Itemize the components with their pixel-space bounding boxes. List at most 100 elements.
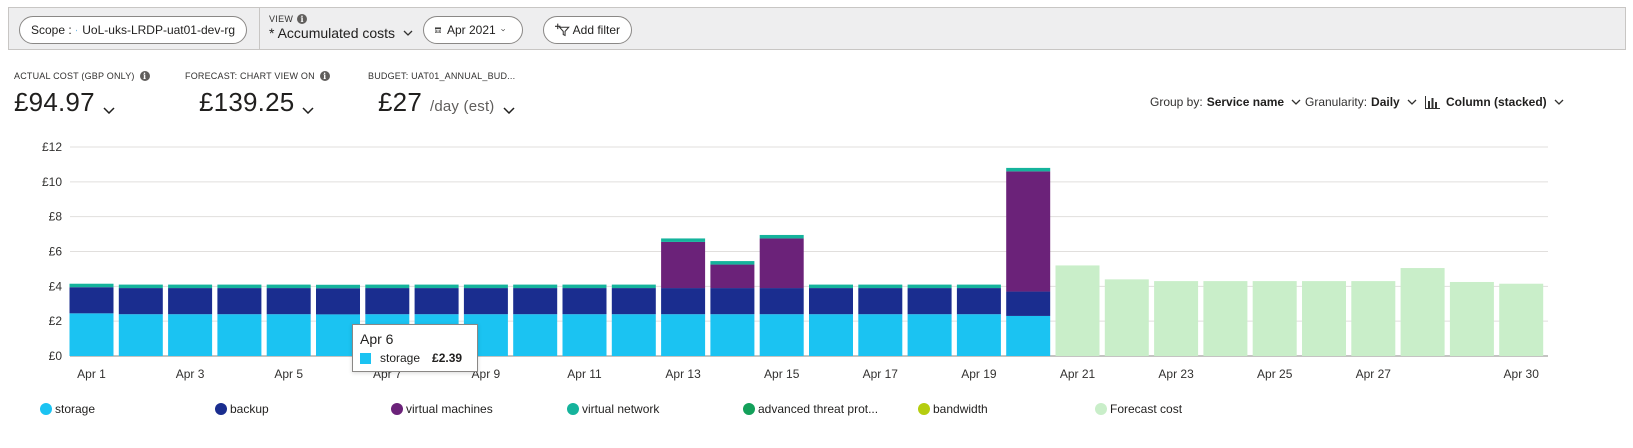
toolbar: Scope : UoL-uks-LRDP-uat01-dev-rg VIEW i… (8, 7, 1626, 50)
legend-item[interactable]: bandwidth (918, 402, 988, 416)
x-tick-label: Apr 27 (1356, 367, 1392, 381)
group-by-dropdown[interactable]: Group by: Service name (1150, 95, 1301, 109)
legend-label: bandwidth (933, 402, 988, 416)
bar-segment (168, 288, 213, 315)
legend-item[interactable]: Forecast cost (1095, 402, 1182, 416)
bar-segment (168, 314, 213, 356)
calendar-icon (435, 27, 441, 33)
forecast-label: FORECAST: CHART VIEW ON (185, 71, 315, 81)
add-filter-label: Add filter (572, 23, 620, 37)
actual-cost-value: £94.97 (14, 87, 95, 117)
bar-segment (316, 284, 360, 289)
bar-segment (562, 314, 607, 356)
budget-unit: /day (est) (429, 98, 495, 115)
y-tick-label: £12 (42, 140, 62, 154)
bar-segment (463, 284, 508, 289)
forecast-kpi[interactable]: FORECAST: CHART VIEW ON i £139.25 (185, 71, 330, 118)
scope-label: Scope : (31, 23, 72, 37)
bar-segment (907, 284, 952, 289)
bar-segment (858, 284, 903, 289)
bar-segment (1499, 283, 1544, 356)
chart-type-dropdown[interactable]: Column (stacked) (1425, 95, 1564, 109)
legend-label: Forecast cost (1110, 402, 1183, 416)
bar-segment (365, 288, 410, 315)
y-tick-label: £4 (49, 279, 63, 293)
x-tick-label: Apr 17 (863, 367, 899, 381)
forecast-value: £139.25 (199, 87, 295, 117)
actual-cost-kpi[interactable]: ACTUAL COST (GBP ONLY) i £94.97 (14, 71, 150, 118)
bar-segment (217, 288, 262, 315)
legend-label: virtual network (582, 402, 660, 416)
info-icon[interactable]: i (319, 71, 330, 81)
bar-segment (463, 288, 508, 315)
legend-label: storage (55, 402, 96, 416)
bar-segment (69, 287, 114, 314)
x-tick-label: Apr 9 (472, 367, 501, 381)
chevron-down-icon[interactable] (502, 107, 515, 114)
bar-segment (809, 314, 853, 356)
add-filter-button[interactable]: Add filter (543, 16, 632, 44)
date-range-button[interactable]: Apr 2021 (423, 16, 523, 44)
x-tick-label: Apr 3 (176, 367, 205, 381)
legend-swatch (567, 403, 579, 415)
chevron-down-icon[interactable] (103, 107, 115, 114)
bar-segment (759, 314, 804, 356)
x-tick-label: Apr 15 (764, 367, 800, 381)
bar-segment (611, 288, 656, 315)
legend-item[interactable]: advanced threat prot... (743, 402, 878, 416)
bar-segment (809, 288, 853, 315)
legend-item[interactable]: virtual network (567, 402, 659, 416)
bar-segment (266, 288, 311, 315)
actual-cost-label: ACTUAL COST (GBP ONLY) (14, 71, 135, 81)
legend-item[interactable]: backup (215, 402, 269, 416)
view-selector[interactable]: VIEW i * Accumulated costs (269, 14, 413, 41)
bar-segment (661, 288, 706, 315)
legend-label: advanced threat prot... (758, 402, 879, 416)
x-tick-label: Apr 25 (1257, 367, 1293, 381)
granularity-label: Granularity: (1305, 95, 1368, 109)
bar-segment (1006, 171, 1051, 292)
bar-segment (118, 314, 163, 356)
legend-swatch (215, 403, 227, 415)
bar-segment (858, 314, 903, 356)
budget-kpi[interactable]: BUDGET: UAT01_ANNUAL_BUD... £27 /day (es… (368, 71, 515, 118)
bar-segment (316, 288, 360, 315)
legend-item[interactable]: storage (40, 402, 95, 416)
bar-segment (266, 314, 311, 356)
view-label: VIEW (269, 14, 294, 24)
bar-segment (118, 284, 163, 289)
bar-segment (1006, 315, 1051, 356)
x-tick-label: Apr 21 (1060, 367, 1096, 381)
bar-segment (1006, 291, 1051, 316)
chevron-down-icon[interactable] (302, 107, 314, 114)
add-filter-icon (555, 23, 570, 37)
bar-segment (1154, 281, 1199, 356)
chevron-down-icon (403, 30, 413, 36)
tooltip-date: Apr 6 (360, 331, 394, 347)
bar-segment (266, 284, 311, 289)
info-icon[interactable]: i (297, 14, 308, 24)
bar-segment (956, 288, 1001, 315)
bar-segment (118, 288, 163, 315)
column-chart-icon (1425, 95, 1440, 109)
y-tick-label: £0 (49, 349, 63, 363)
bar-segment (710, 288, 755, 315)
bar-segment (513, 284, 558, 289)
resource-group-icon (75, 29, 78, 31)
bar-segment (69, 313, 114, 356)
granularity-dropdown[interactable]: Granularity: Daily (1305, 95, 1417, 109)
x-tick-label: Apr 23 (1158, 367, 1194, 381)
bar-segment (1203, 281, 1248, 356)
info-icon[interactable]: i (139, 71, 150, 81)
x-tick-label: Apr 5 (274, 367, 303, 381)
bar-segment (562, 284, 607, 289)
bar-segment (1006, 167, 1051, 172)
bar-segment (907, 314, 952, 356)
bar-segment (1104, 279, 1149, 356)
scope-button[interactable]: Scope : UoL-uks-LRDP-uat01-dev-rg (19, 16, 247, 44)
bar-segment (1055, 265, 1100, 356)
legend-item[interactable]: virtual machines (391, 402, 493, 416)
bar-segment (661, 314, 706, 356)
bar-segment (759, 288, 804, 315)
date-range-value: Apr 2021 (447, 23, 496, 37)
